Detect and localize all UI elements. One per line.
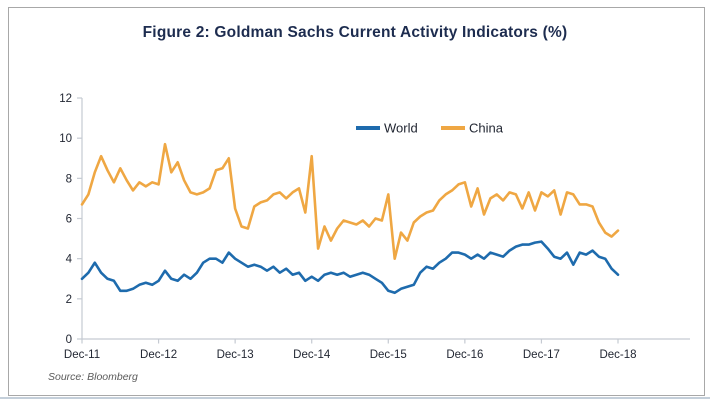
x-axis-label: Dec-18 [599,349,636,361]
world-series-line [80,240,620,295]
y-axis-label: 0 [66,334,72,346]
y-axis-label: 4 [66,254,73,266]
legend-label-china: China [469,121,504,136]
bottom-divider [0,397,710,399]
x-axis-label: Dec-11 [64,349,100,361]
x-axis-label: Dec-14 [293,349,331,361]
y-axis-label: 10 [59,133,72,145]
y-axis-label: 8 [66,173,72,185]
figure-card [8,7,705,396]
source-note: Source: Bloomberg [48,371,138,383]
legend-label-world: World [384,121,418,136]
figure-title: Figure 2: Goldman Sachs Current Activity… [142,24,568,41]
y-axis-label: 6 [66,214,72,226]
y-axis-label: 2 [66,294,72,306]
x-axis-label: Dec-15 [370,349,407,361]
x-axis-label: Dec-13 [217,349,254,361]
x-axis-label: Dec-16 [446,349,483,361]
y-axis-label: 12 [59,93,72,105]
x-axis-label: Dec-17 [523,349,560,361]
x-axis-label: Dec-12 [140,349,177,361]
china-series-line [80,142,620,261]
